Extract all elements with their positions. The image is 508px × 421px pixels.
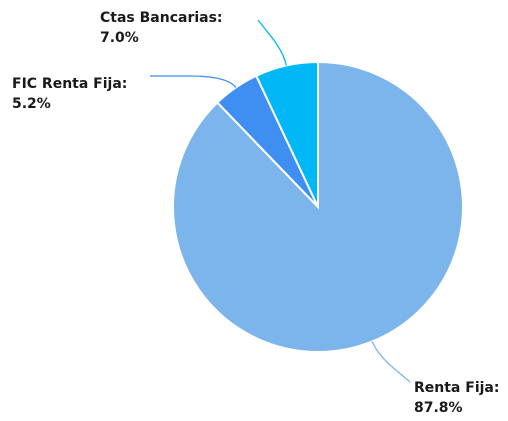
slice-value-ctas-bancarias: 7.0% [100,30,139,46]
leader-line-ctas-bancarias [257,19,288,66]
slice-label-ctas-bancarias: Ctas Bancarias: [100,10,223,26]
slice-value-fic-renta-fija: 5.2% [12,96,51,112]
slice-label-fic-renta-fija: FIC Renta Fija: [12,76,127,92]
leader-lines [149,19,411,383]
pie-slice-ctas-bancarias [254,60,319,208]
leader-line-fic-renta-fija [149,75,237,89]
pie-slices [172,60,464,353]
slice-label-renta-fija: Renta Fija: [414,380,499,396]
leader-line-renta-fija [371,341,411,383]
slice-value-renta-fija: 87.8% [414,400,463,416]
